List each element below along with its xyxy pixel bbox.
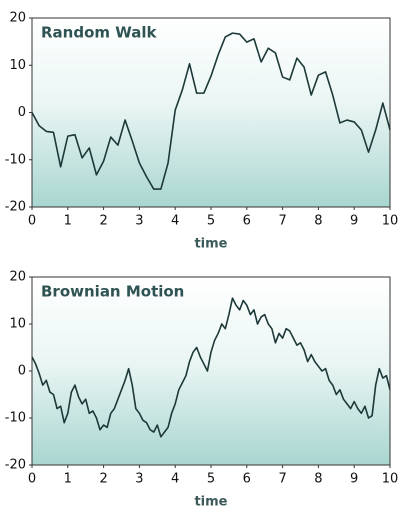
- x-tick-label: 7: [278, 214, 286, 229]
- x-tick-label: 6: [243, 214, 251, 229]
- x-tick-label: 0: [28, 472, 36, 487]
- plot-area: [32, 277, 390, 465]
- x-tick-label: 9: [350, 472, 358, 487]
- x-tick-label: 8: [314, 214, 322, 229]
- data-line: [31, 32, 391, 190]
- y-tick-label: -10: [5, 152, 26, 167]
- x-tick-label: 2: [99, 472, 107, 487]
- x-axis-label: time: [194, 495, 227, 510]
- x-tick-label: 4: [171, 472, 179, 487]
- x-tick-label: 7: [278, 472, 286, 487]
- y-tick-label: 10: [9, 58, 26, 73]
- x-tick-label: 5: [207, 472, 215, 487]
- y-tick-label: -10: [5, 411, 26, 426]
- chart-title: Random Walk: [41, 24, 158, 42]
- x-tick-label: 1: [64, 472, 72, 487]
- y-tick-label: -20: [5, 200, 26, 215]
- data-line: [31, 297, 391, 438]
- x-tick-label: 3: [135, 214, 143, 229]
- chart-title: Brownian Motion: [41, 283, 184, 301]
- x-tick-label: 2: [99, 214, 107, 229]
- x-axis-label: time: [194, 237, 227, 252]
- x-tick-label: 1: [64, 214, 72, 229]
- x-tick-label: 0: [28, 214, 36, 229]
- x-tick-label: 8: [314, 472, 322, 487]
- x-tick-label: 5: [207, 214, 215, 229]
- y-tick-label: 0: [18, 364, 26, 379]
- y-tick-label: 20: [9, 270, 26, 285]
- y-tick-label: -20: [5, 458, 26, 473]
- y-tick-label: 10: [9, 317, 26, 332]
- x-tick-label: 10: [382, 214, 399, 229]
- x-tick-label: 9: [350, 214, 358, 229]
- x-tick-label: 4: [171, 214, 179, 229]
- y-tick-label: 20: [9, 11, 26, 26]
- plot-frame: [31, 276, 391, 466]
- plot-area: [32, 18, 390, 207]
- x-tick-label: 3: [135, 472, 143, 487]
- plot-frame: [31, 17, 391, 208]
- x-tick-label: 10: [382, 472, 399, 487]
- x-tick-label: 6: [243, 472, 251, 487]
- y-tick-label: 0: [18, 105, 26, 120]
